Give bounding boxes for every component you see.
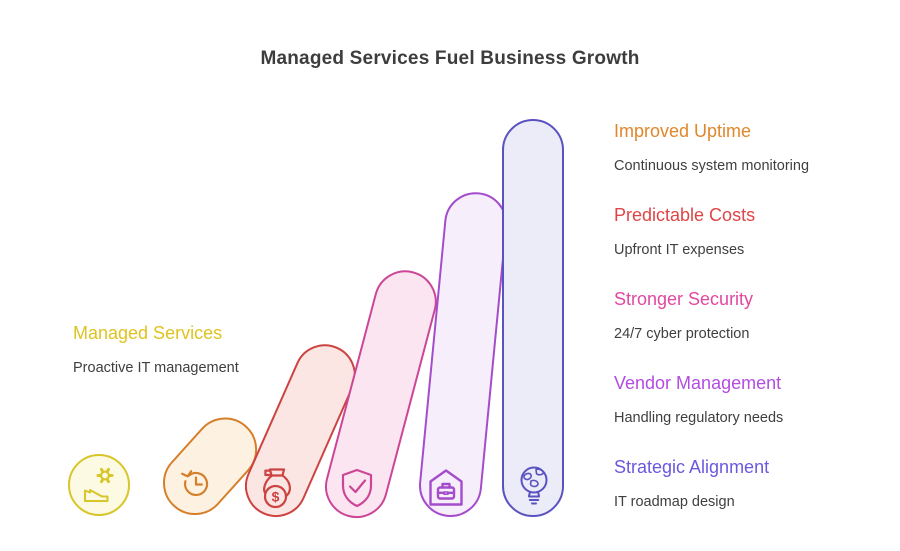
benefit-strategic-alignment: Strategic Alignment IT roadmap design: [614, 456, 769, 511]
benefit-vendor-management: Vendor Management Handling regulatory ne…: [614, 372, 783, 427]
intro-subtext: Proactive IT management: [73, 360, 239, 376]
history-clock-icon: [175, 464, 215, 504]
benefit-subtext: Continuous system monitoring: [614, 158, 810, 174]
benefit-heading: Stronger Security: [614, 289, 754, 309]
benefit-heading: Vendor Management: [614, 373, 782, 393]
house-briefcase-icon: [426, 466, 466, 510]
benefit-heading: Predictable Costs: [614, 205, 756, 225]
benefit-subtext: IT roadmap design: [614, 494, 735, 510]
globe-bulb-icon: [516, 464, 552, 510]
benefit-heading: Strategic Alignment: [614, 457, 770, 477]
benefit-stronger-security: Stronger Security 24/7 cyber protection: [614, 288, 753, 343]
intro-heading: Managed Services: [73, 323, 223, 343]
benefit-improved-uptime: Improved Uptime Continuous system monito…: [614, 120, 809, 175]
benefit-heading: Improved Uptime: [614, 121, 752, 141]
capsule-strategic-alignment: [502, 119, 564, 517]
money-bag-icon: $: [257, 465, 297, 513]
gear-laptop-icon: [77, 463, 121, 507]
intro-label: Managed Services Proactive IT management: [73, 322, 239, 377]
shield-check-icon: [338, 466, 376, 510]
dollar-symbol: $: [272, 489, 280, 505]
benefit-predictable-costs: Predictable Costs Upfront IT expenses: [614, 204, 755, 259]
benefit-subtext: 24/7 cyber protection: [614, 326, 750, 342]
benefit-subtext: Upfront IT expenses: [614, 242, 745, 258]
page-title: Managed Services Fuel Business Growth: [260, 48, 640, 69]
benefit-subtext: Handling regulatory needs: [614, 410, 784, 426]
capsule-managed-services: [68, 454, 130, 516]
